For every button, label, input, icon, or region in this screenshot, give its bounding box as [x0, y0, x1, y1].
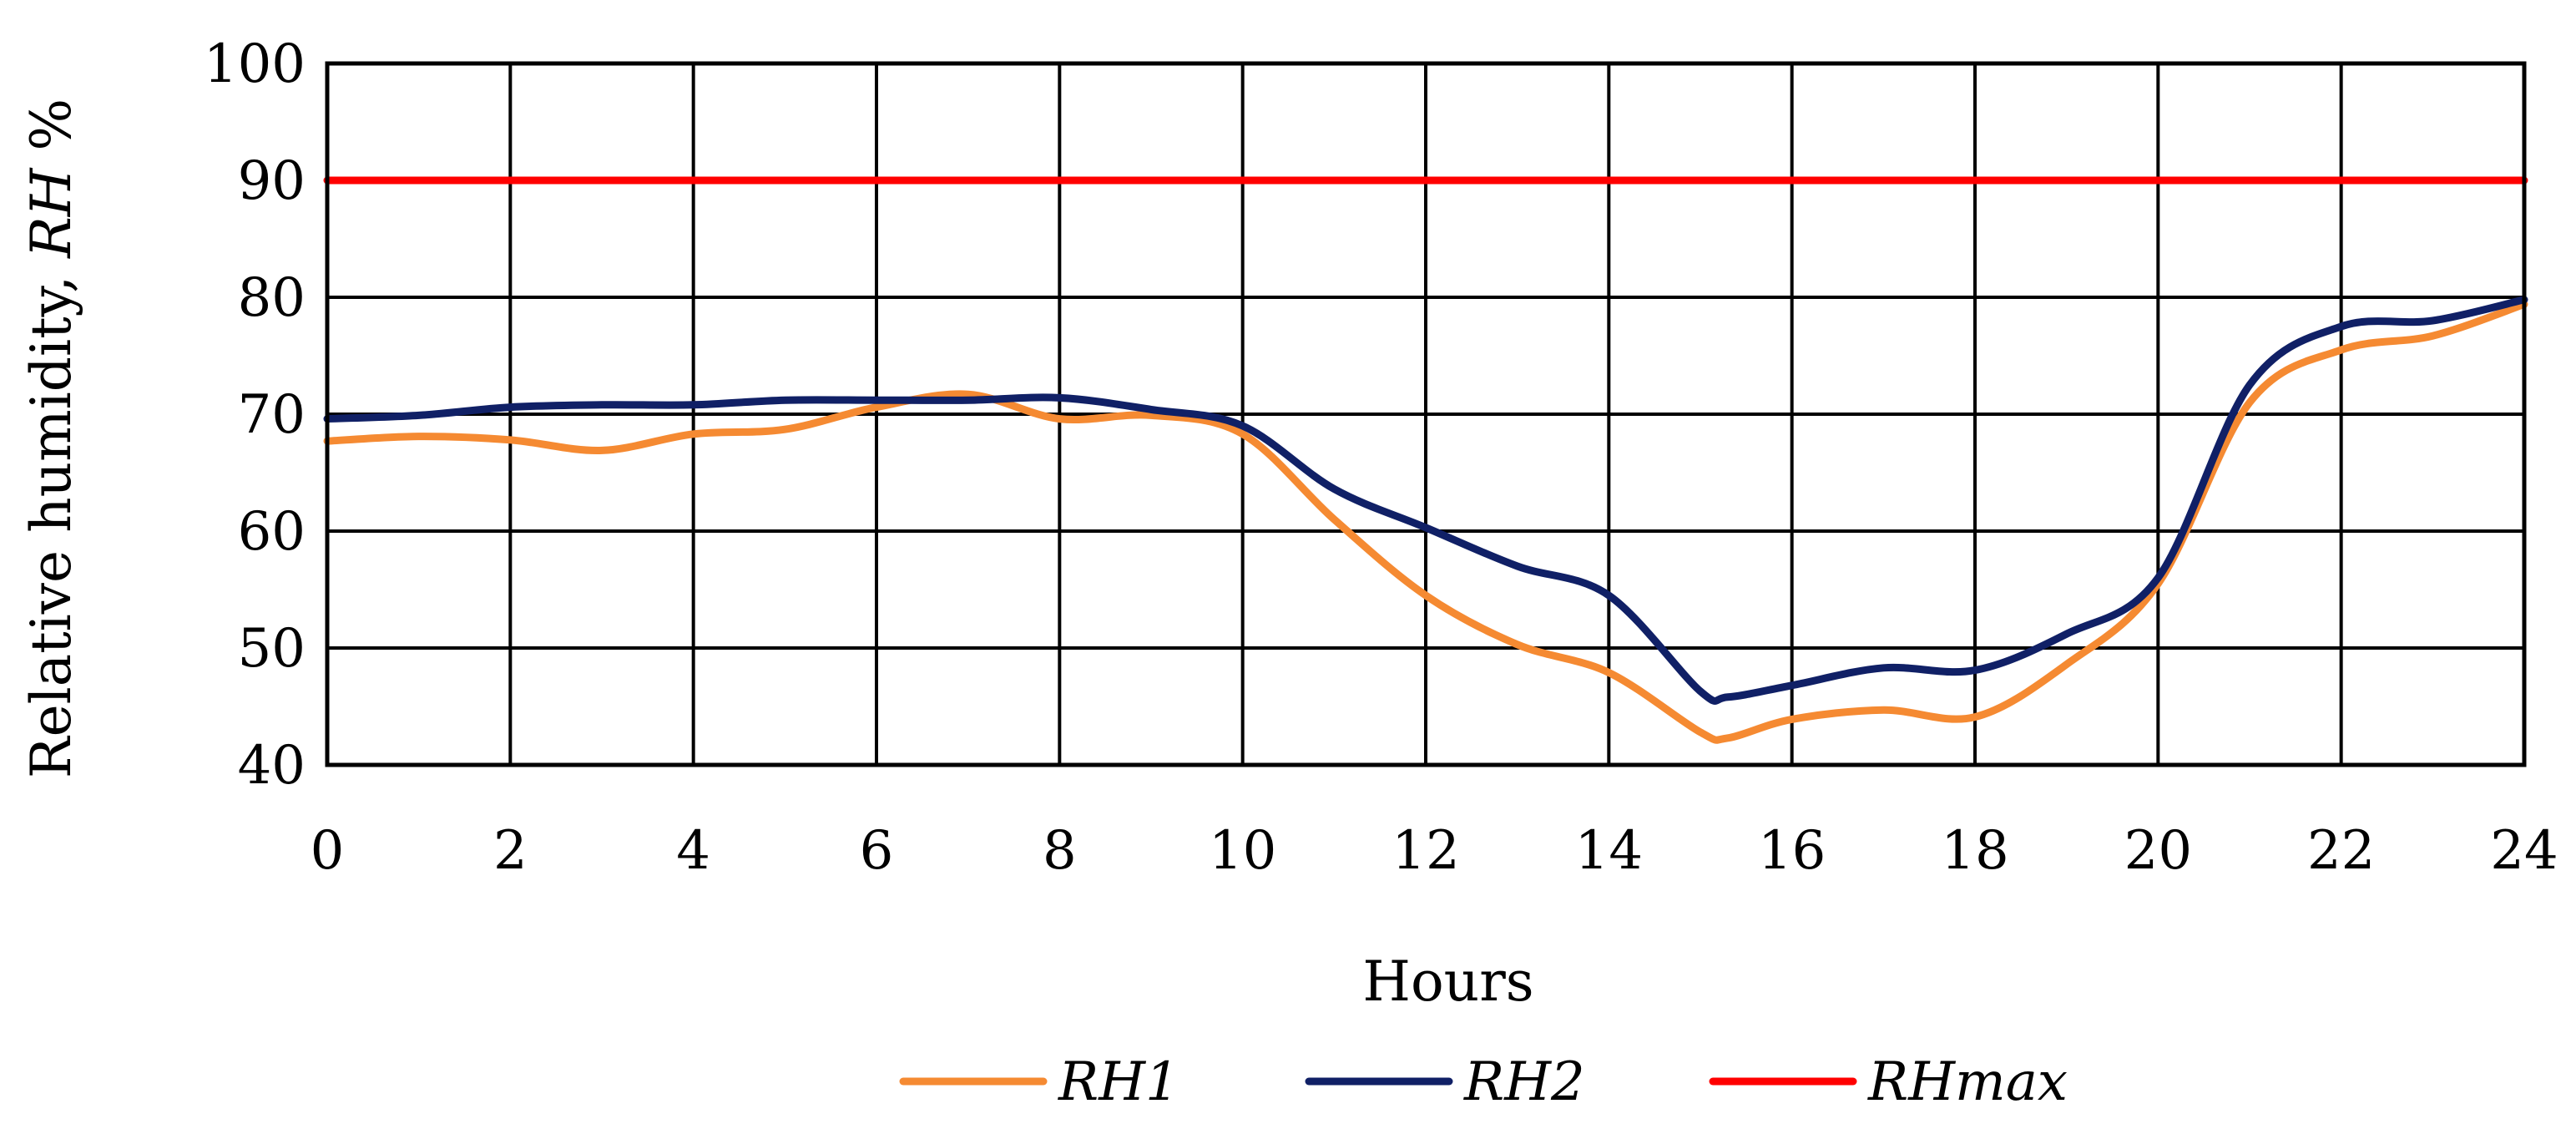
x-tick-label: 24	[2490, 820, 2558, 882]
y-tick-label: 70	[238, 384, 306, 446]
y-tick-label: 90	[238, 150, 306, 212]
y-tick-label: 80	[238, 267, 306, 329]
x-tick-label: 6	[860, 820, 894, 882]
legend-item-rh1: RH1	[899, 1051, 1179, 1113]
x-tick-labels: 0 2 4 6 8 10 12 14 16 18 20 22 24	[311, 820, 2558, 882]
legend-label-rh2: RH2	[1463, 1051, 1585, 1113]
legend-item-rhmax: RHmax	[1709, 1051, 2068, 1113]
x-tick-label: 8	[1043, 820, 1077, 882]
x-tick-label: 16	[1758, 820, 1826, 882]
y-tick-label: 100	[204, 33, 306, 95]
x-axis-title: Hours	[1362, 949, 1533, 1014]
y-tick-label: 40	[238, 735, 306, 797]
x-tick-label: 22	[2307, 820, 2375, 882]
x-tick-label: 10	[1209, 820, 1276, 882]
y-tick-labels: 40 50 60 70 80 90 100	[204, 33, 306, 797]
legend-item-rh2: RH2	[1305, 1051, 1585, 1113]
x-tick-label: 0	[311, 820, 345, 882]
y-tick-label: 50	[238, 618, 306, 680]
legend: RH1 RH2 RHmax	[899, 1051, 2068, 1113]
legend-label-rhmax: RHmax	[1867, 1051, 2068, 1113]
series-lines	[323, 176, 2528, 744]
y-axis-title-unit: %	[19, 99, 83, 169]
plot-area-border	[325, 61, 2527, 767]
series-line-rh2	[323, 296, 2528, 705]
x-tick-label: 12	[1392, 820, 1459, 882]
x-tick-label: 18	[1941, 820, 2008, 882]
x-tick-label: 14	[1575, 820, 1643, 882]
y-axis-title: Relative humidity, RH %	[19, 99, 83, 778]
x-tick-label: 2	[493, 820, 528, 882]
y-tick-label: 60	[238, 501, 306, 563]
y-axis-title-prefix: Relative humidity,	[19, 258, 83, 778]
y-axis-title-variable: RH	[19, 167, 83, 259]
x-tick-label: 4	[676, 820, 710, 882]
x-tick-label: 20	[2124, 820, 2192, 882]
plot-frame	[325, 61, 2527, 767]
legend-label-rh1: RH1	[1058, 1051, 1179, 1113]
